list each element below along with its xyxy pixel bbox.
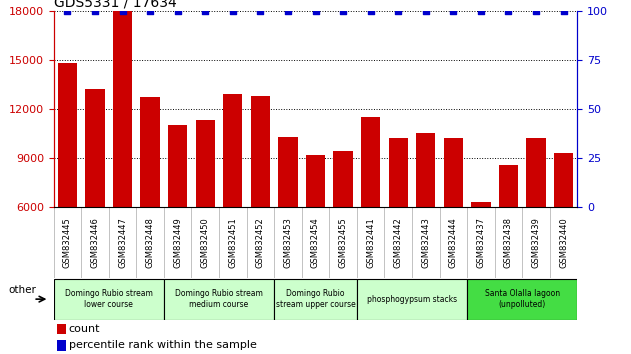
Point [283, 8, 293, 13]
Bar [554, 153, 573, 207]
Point [558, 8, 569, 13]
Text: GSM832444: GSM832444 [449, 217, 458, 268]
Text: other: other [8, 285, 36, 295]
Point [393, 8, 403, 13]
Bar [57, 324, 66, 335]
Point [448, 8, 458, 13]
FancyBboxPatch shape [274, 279, 357, 320]
Point [256, 8, 266, 13]
Text: GSM832445: GSM832445 [63, 217, 72, 268]
Point [117, 8, 127, 13]
Text: percentile rank within the sample: percentile rank within the sample [69, 340, 257, 350]
Bar [251, 96, 270, 207]
Bar [141, 97, 160, 207]
Point [90, 8, 100, 13]
Point [310, 8, 321, 13]
Text: GSM832450: GSM832450 [201, 217, 209, 268]
Bar [196, 120, 215, 207]
Point [531, 8, 541, 13]
Point [145, 8, 155, 13]
FancyBboxPatch shape [467, 279, 577, 320]
Text: phosphogypsum stacks: phosphogypsum stacks [367, 295, 457, 304]
Text: GSM832446: GSM832446 [90, 217, 100, 268]
Bar [168, 125, 187, 207]
FancyBboxPatch shape [54, 279, 164, 320]
Text: GSM832441: GSM832441 [366, 217, 375, 268]
Bar [113, 11, 132, 207]
FancyBboxPatch shape [164, 279, 274, 320]
Point [365, 8, 375, 13]
Point [200, 8, 210, 13]
Text: GSM832449: GSM832449 [173, 217, 182, 268]
Bar [498, 165, 518, 207]
Bar [389, 138, 408, 207]
Bar [361, 117, 380, 207]
Text: GSM832455: GSM832455 [339, 217, 348, 268]
Text: GSM832448: GSM832448 [146, 217, 155, 268]
Bar [223, 94, 242, 207]
Text: GSM832440: GSM832440 [559, 217, 568, 268]
FancyBboxPatch shape [357, 279, 467, 320]
Point [421, 8, 431, 13]
Point [338, 8, 348, 13]
Bar [416, 133, 435, 207]
Text: Domingo Rubio stream
medium course: Domingo Rubio stream medium course [175, 290, 263, 309]
Text: GSM832451: GSM832451 [228, 217, 237, 268]
Text: count: count [69, 324, 100, 334]
Point [476, 8, 486, 13]
Text: GSM832443: GSM832443 [422, 217, 430, 268]
Point [504, 8, 514, 13]
Text: Santa Olalla lagoon
(unpolluted): Santa Olalla lagoon (unpolluted) [485, 290, 560, 309]
Bar [444, 138, 463, 207]
Text: GSM832452: GSM832452 [256, 217, 265, 268]
Text: GSM832453: GSM832453 [283, 217, 292, 268]
Text: GSM832442: GSM832442 [394, 217, 403, 268]
Point [173, 8, 183, 13]
Bar [278, 137, 298, 207]
Text: Domingo Rubio stream
lower course: Domingo Rubio stream lower course [65, 290, 153, 309]
Text: GSM832439: GSM832439 [531, 217, 541, 268]
Text: GSM832437: GSM832437 [476, 217, 485, 268]
Bar [306, 155, 325, 207]
Bar [526, 138, 546, 207]
Bar [57, 340, 66, 350]
Bar [471, 202, 490, 207]
Text: GDS5331 / 17634: GDS5331 / 17634 [54, 0, 177, 10]
Text: Domingo Rubio
stream upper course: Domingo Rubio stream upper course [276, 290, 355, 309]
Point [62, 8, 73, 13]
Bar [58, 63, 77, 207]
Text: GSM832438: GSM832438 [504, 217, 513, 268]
Bar [85, 89, 105, 207]
Bar [333, 152, 353, 207]
Text: GSM832454: GSM832454 [311, 217, 320, 268]
Point [228, 8, 238, 13]
Text: GSM832447: GSM832447 [118, 217, 127, 268]
